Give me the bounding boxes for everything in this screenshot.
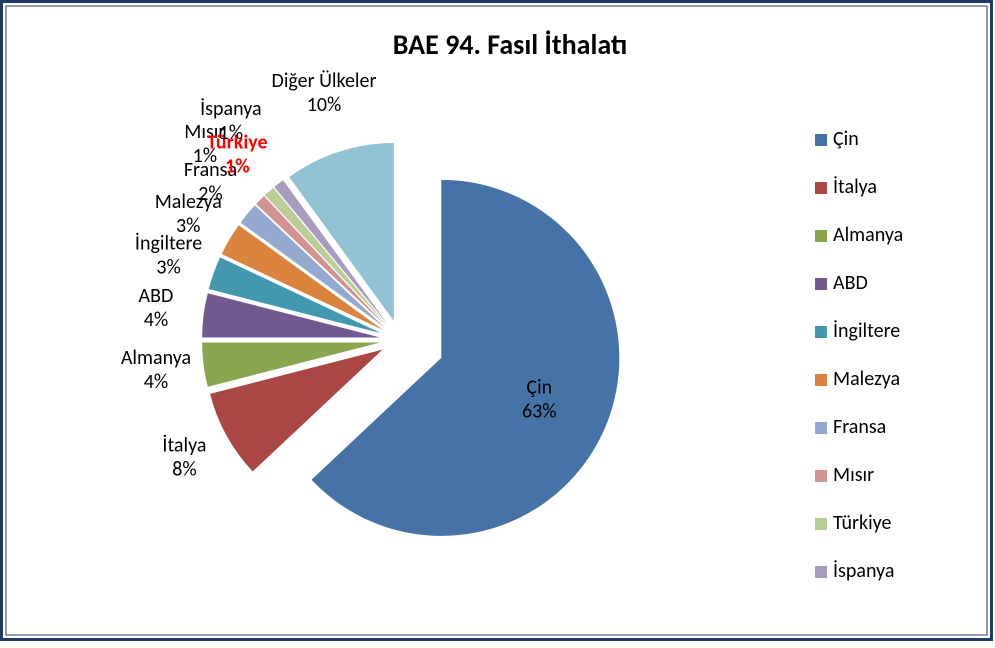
- slice-name: Mısır: [184, 120, 225, 144]
- pie-slice: [208, 257, 382, 334]
- slice-value: 1%: [225, 154, 250, 178]
- legend-label: İtalya: [833, 175, 877, 199]
- legend-swatch: [815, 374, 827, 386]
- slice-name: ABD: [139, 284, 174, 308]
- chart-title: BAE 94. Fasıl İthalatı: [393, 27, 628, 62]
- slice-value: 1%: [193, 144, 217, 168]
- pie-slice: [274, 180, 388, 325]
- slice-label: İtalya 8%: [162, 433, 206, 481]
- slice-label: Türkiye 1%: [207, 130, 268, 178]
- legend-label: ABD: [833, 271, 868, 295]
- legend-label: Çin: [833, 127, 859, 151]
- slice-name: Almanya: [121, 346, 191, 370]
- slice-label: Almanya 4%: [121, 346, 191, 394]
- legend-swatch: [815, 566, 827, 578]
- slice-value: 4%: [144, 370, 168, 394]
- legend-swatch: [815, 278, 827, 290]
- slice-name: Fransa: [184, 158, 237, 182]
- slice-label: Çin 63%: [522, 375, 557, 423]
- legend-swatch: [815, 134, 827, 146]
- legend-label: İspanya: [833, 559, 894, 583]
- legend-swatch: [815, 422, 827, 434]
- slice-label: Malezya 3%: [155, 190, 222, 238]
- slice-label: İngiltere 3%: [135, 231, 202, 279]
- legend-label: Türkiye: [833, 511, 891, 535]
- pie-slice: [256, 196, 386, 326]
- slice-value: 4%: [144, 308, 168, 332]
- legend-swatch: [815, 518, 827, 530]
- pie-slice: [210, 349, 383, 472]
- legend-label: Fransa: [833, 415, 886, 439]
- legend-label: Malezya: [833, 367, 900, 391]
- slice-name: Malezya: [155, 190, 222, 214]
- slice-value: 2%: [198, 182, 222, 206]
- slice-name: Türkiye: [207, 130, 268, 154]
- slice-name: İngiltere: [135, 231, 202, 255]
- slice-value: 63%: [522, 399, 557, 423]
- legend-swatch: [815, 470, 827, 482]
- slice-label: İspanya 1%: [200, 97, 261, 145]
- slice-value: 10%: [307, 93, 342, 117]
- slice-value: 3%: [176, 214, 200, 238]
- slice-label: Mısır 1%: [184, 120, 225, 168]
- pie-slice: [221, 225, 383, 330]
- pie-slice: [289, 142, 394, 321]
- pie-slice: [240, 205, 385, 328]
- slice-name: Çin: [526, 375, 552, 399]
- pie-slice: [202, 293, 381, 338]
- slice-value: 3%: [156, 255, 180, 279]
- slice-label: Diğer Ülkeler 10%: [272, 69, 377, 117]
- slice-value: 8%: [172, 457, 196, 481]
- slice-name: İspanya: [200, 97, 261, 121]
- frame-inner: [5, 5, 988, 636]
- legend-swatch: [815, 230, 827, 242]
- pie-slice: [311, 179, 620, 536]
- legend-swatch: [815, 182, 827, 194]
- slice-value: 1%: [219, 121, 243, 145]
- legend-swatch: [815, 326, 827, 338]
- slice-name: İtalya: [162, 433, 206, 457]
- legend-label: İngiltere: [833, 319, 900, 343]
- slice-label: ABD 4%: [139, 284, 174, 332]
- slice-label: Fransa 2%: [184, 158, 237, 206]
- legend-label: Mısır: [833, 463, 874, 487]
- pie-slice: [264, 187, 387, 325]
- pie-slice: [202, 342, 381, 387]
- slice-name: Diğer Ülkeler: [272, 69, 377, 93]
- legend-label: Almanya: [833, 223, 903, 247]
